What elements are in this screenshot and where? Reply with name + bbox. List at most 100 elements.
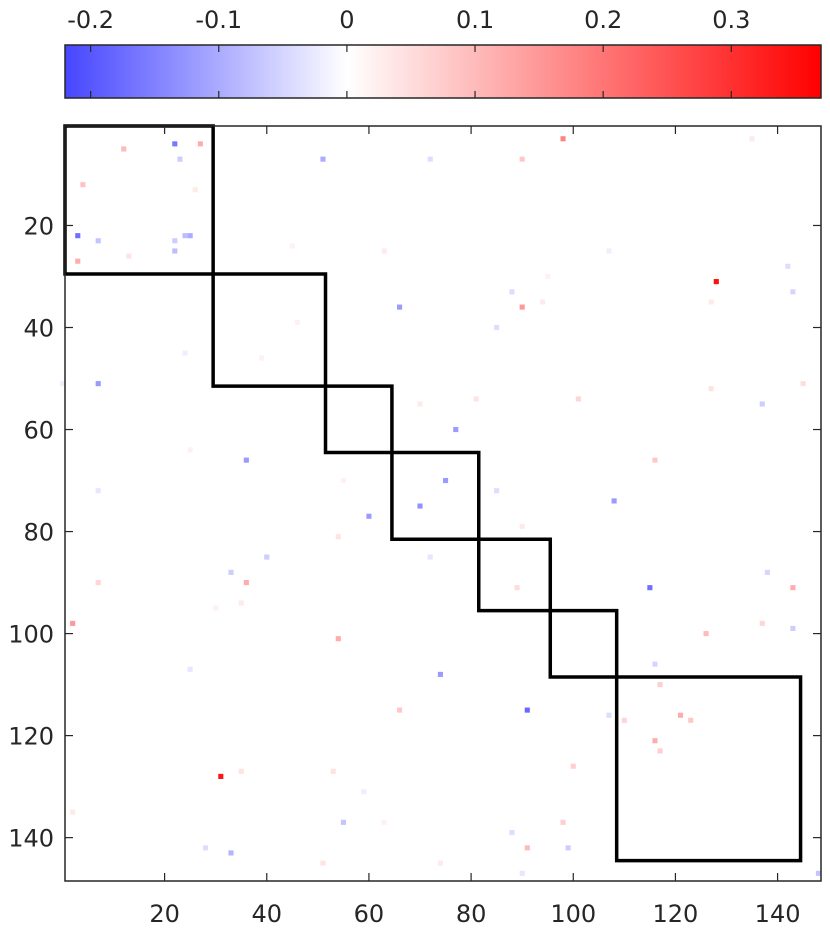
heatmap-cell xyxy=(652,738,658,744)
heatmap-cell xyxy=(366,513,372,519)
heatmap-cell xyxy=(657,748,663,754)
x-tick-label: 60 xyxy=(354,900,385,928)
heatmap-cell xyxy=(417,503,423,509)
x-tick-label: 80 xyxy=(456,900,487,928)
heatmap-cell xyxy=(519,523,525,530)
heatmap-cell xyxy=(243,457,249,463)
heatmap-cell xyxy=(289,243,295,249)
heatmap-cell xyxy=(708,299,714,305)
axes-frame xyxy=(64,125,822,882)
y-tick-label: 120 xyxy=(8,723,54,751)
colorbar-ticks: -0.2 -0.1 0 0.1 0.2 0.3 xyxy=(67,6,750,98)
heatmap-cell xyxy=(494,488,500,494)
heatmap-cell xyxy=(59,381,65,387)
colorbar-tick-label: -0.1 xyxy=(195,6,242,34)
heatmap-cell xyxy=(202,845,209,851)
heatmap-cell xyxy=(340,819,346,825)
heatmap-cell xyxy=(759,401,765,407)
heatmap-cell xyxy=(187,447,193,453)
heatmap-cell xyxy=(182,233,188,239)
heatmap-cell xyxy=(218,773,224,779)
heatmap-cell xyxy=(187,233,193,239)
heatmap-cell xyxy=(611,498,617,504)
heatmap-cell xyxy=(172,238,178,244)
x-tick-label: 100 xyxy=(550,900,596,928)
heatmap-cell xyxy=(560,819,566,825)
heatmap-cell xyxy=(494,324,500,331)
heatmap-cell xyxy=(790,585,796,591)
heatmap-cell xyxy=(575,396,581,402)
heatmap-cell xyxy=(540,299,546,305)
heatmap-cell xyxy=(764,569,770,575)
colorbar-tick-label: 0.1 xyxy=(456,6,494,34)
heatmap-cell xyxy=(473,396,479,402)
y-tick-label: 100 xyxy=(8,621,54,649)
heatmap-cell xyxy=(294,319,300,325)
heatmap-cell xyxy=(361,789,367,795)
heatmap-cell xyxy=(340,477,346,484)
heatmap-cell xyxy=(800,381,806,387)
heatmap-cell xyxy=(519,156,525,162)
heatmap-cell xyxy=(560,136,566,142)
heatmap-cell xyxy=(759,620,765,626)
heatmap-cell xyxy=(427,554,433,560)
y-tick-label: 60 xyxy=(23,417,54,445)
colorbar-tick-label: -0.2 xyxy=(67,6,114,34)
heatmap-cell xyxy=(228,569,234,575)
heatmap-cell xyxy=(320,860,326,866)
block-diagonal-outline xyxy=(63,124,803,863)
heatmap-cell xyxy=(243,580,249,586)
heatmap-cell xyxy=(621,717,627,723)
heatmap-cell xyxy=(647,585,653,591)
colorbar: -0.2 -0.1 0 0.1 0.2 0.3 xyxy=(64,6,822,99)
heatmap-cell xyxy=(187,666,193,672)
y-tick-label: 80 xyxy=(23,519,54,547)
heatmap-cell xyxy=(381,248,387,254)
heatmap-cell xyxy=(519,304,525,310)
heatmap-cell xyxy=(75,258,81,264)
heatmap-cell xyxy=(785,263,791,269)
heatmap-cell xyxy=(121,146,127,152)
heatmap-cell xyxy=(381,819,387,825)
y-tick-label: 40 xyxy=(23,315,54,343)
heatmap-cell xyxy=(524,845,530,851)
heatmap-cell xyxy=(177,156,183,162)
heatmap-cell xyxy=(330,768,336,774)
plot-background xyxy=(65,126,821,881)
heatmap-cell xyxy=(238,600,244,606)
colorbar-tick-label: 0.2 xyxy=(584,6,622,34)
heatmap-cell xyxy=(509,829,515,836)
heatmap-cell xyxy=(172,141,178,147)
heatmap-cell xyxy=(713,279,719,285)
heatmap-cell xyxy=(815,870,821,876)
heatmap-cell xyxy=(677,712,684,718)
x-axis: 20 40 60 80 100 120 140 xyxy=(149,126,800,928)
heatmap-cell xyxy=(570,763,576,769)
heatmap-cell xyxy=(657,682,663,688)
colorbar-tick-label: 0 xyxy=(339,6,354,34)
heatmap-cell xyxy=(95,488,101,494)
heatmap-cell xyxy=(264,554,270,560)
x-tick-label: 140 xyxy=(755,900,801,928)
heatmap-cell xyxy=(437,671,443,677)
heatmap-cell xyxy=(606,248,612,254)
heatmap-cell xyxy=(437,860,443,866)
heatmap-cell xyxy=(95,381,101,387)
heatmap-cell xyxy=(509,289,515,295)
heatmap-cell xyxy=(790,289,796,295)
heatmap-cell xyxy=(95,238,101,244)
heatmap-cell xyxy=(80,182,86,188)
heatmap-cell xyxy=(75,233,81,239)
heatmap-cell xyxy=(749,136,755,142)
heatmap-cell xyxy=(320,156,326,162)
heatmap-cell xyxy=(126,253,132,259)
y-axis: 20 40 60 80 100 120 140 xyxy=(8,212,821,853)
heatmap-cell xyxy=(172,248,178,254)
heatmap-cell xyxy=(427,156,433,162)
heatmap-cell xyxy=(397,304,403,310)
heatmap-cell xyxy=(790,625,796,632)
heatmap-cell xyxy=(228,850,234,856)
x-tick-label: 120 xyxy=(653,900,699,928)
colorbar-tick-label: 0.3 xyxy=(712,6,750,34)
x-tick-label: 20 xyxy=(149,900,180,928)
